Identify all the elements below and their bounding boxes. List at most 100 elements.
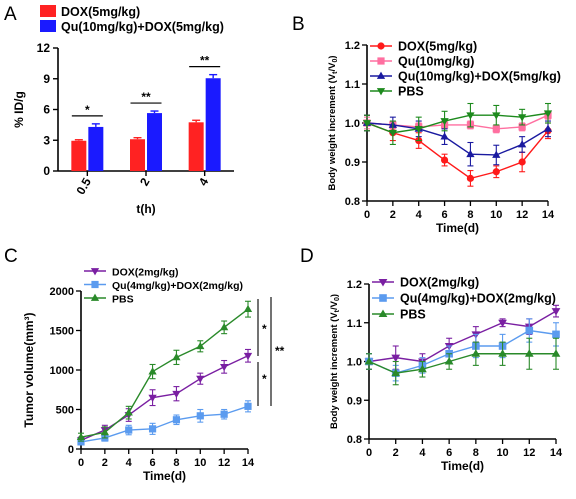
x-tick-label: 2 xyxy=(137,175,153,188)
data-point xyxy=(243,352,253,361)
bar xyxy=(147,113,162,171)
x-tick-label: 4 xyxy=(126,457,133,469)
data-point xyxy=(492,125,500,133)
x-tick-label: 8 xyxy=(173,457,179,469)
x-tick-label: 10 xyxy=(496,447,508,459)
legend-label: PBS xyxy=(112,294,134,306)
x-tick-label: 4 xyxy=(416,209,423,221)
y-tick-label: 500 xyxy=(56,405,74,417)
x-tick-label: 4 xyxy=(419,447,426,459)
bar xyxy=(130,139,145,171)
y-tick-label: 0.9 xyxy=(345,157,360,169)
x-tick-label: 6 xyxy=(446,447,452,459)
y-tick-label: 6 xyxy=(43,103,50,117)
x-tick-label: 0 xyxy=(366,447,372,459)
significance-mark: * xyxy=(85,103,90,117)
y-tick-label: 1.1 xyxy=(347,318,362,330)
y-tick-label: 12 xyxy=(37,41,51,55)
legend-label: DOX(5mg/kg) xyxy=(398,40,477,54)
legend-marker xyxy=(376,88,386,96)
data-point xyxy=(388,129,397,138)
x-tick-label: 0.5 xyxy=(73,175,94,197)
chart-a: 0 3 6 9 12 0.5 * 2 ** 4 ** t(h) % ID/g DOX(5mg/kg)Qu(… xyxy=(12,5,234,216)
y-tick-label: 1.2 xyxy=(347,279,362,291)
data-point xyxy=(524,349,534,357)
legend-label: DOX(5mg/kg) xyxy=(61,5,140,19)
x-tick-label: 12 xyxy=(523,447,535,459)
series-line xyxy=(80,405,249,443)
y-tick-label: 0 xyxy=(43,164,50,178)
legend-marker xyxy=(377,57,385,65)
y-axis-title: Body weight increment (Vt/V0) xyxy=(327,55,339,190)
data-point xyxy=(518,123,526,131)
y-tick-label: 3 xyxy=(43,133,50,147)
data-point xyxy=(243,304,253,313)
y-tick-label: 1.2 xyxy=(345,40,360,52)
significance-mark: ** xyxy=(141,90,151,104)
data-point xyxy=(440,156,449,164)
x-tick-label: 4 xyxy=(196,175,212,188)
y-tick-label: 9 xyxy=(43,72,50,86)
data-point xyxy=(518,140,527,148)
y-tick-label: 1.1 xyxy=(345,79,360,91)
x-tick-label: 2 xyxy=(390,209,396,221)
data-point xyxy=(492,150,501,158)
data-point xyxy=(362,120,372,128)
y-tick-label: 1000 xyxy=(50,365,74,377)
legend-label: DOX(2mg/kg) xyxy=(112,267,179,279)
legend-marker xyxy=(378,278,388,287)
series-line xyxy=(366,122,549,180)
x-axis-title: t(h) xyxy=(136,202,155,216)
x-tick-label: 0 xyxy=(364,209,370,221)
x-axis-title: Time(d) xyxy=(436,221,479,235)
data-point xyxy=(125,426,133,434)
data-point xyxy=(525,326,534,335)
data-point xyxy=(466,174,475,182)
data-point xyxy=(414,125,423,134)
x-tick-label: 0 xyxy=(78,457,84,469)
legend-marker xyxy=(90,268,100,276)
legend-marker xyxy=(377,42,385,50)
data-point xyxy=(100,428,109,436)
x-tick-label: 12 xyxy=(516,209,528,221)
x-tick-label: 10 xyxy=(194,457,206,469)
data-point xyxy=(148,367,157,375)
data-point xyxy=(124,408,133,416)
chart-c: 0 500 1000 1500 2000 0 2 4 6 8 10 12 14 Time(d) Tumor … xyxy=(22,267,285,484)
legend-marker xyxy=(378,309,388,318)
data-point xyxy=(364,356,374,365)
series-line xyxy=(80,308,249,438)
legend-swatch xyxy=(40,20,56,32)
y-tick-label: 2000 xyxy=(50,286,74,298)
data-point xyxy=(196,375,205,384)
y-tick-label: 0.8 xyxy=(345,196,360,208)
data-point xyxy=(244,402,252,410)
y-tick-label: 0.8 xyxy=(347,434,362,446)
legend-label: Qu(10mg/kg)+DOX(5mg/kg) xyxy=(61,20,224,34)
data-point xyxy=(518,158,526,166)
bar xyxy=(71,140,87,171)
y-tick-label: 1500 xyxy=(50,326,74,338)
y-axis-title: % ID/g xyxy=(12,91,26,128)
y-tick-label: 0.9 xyxy=(347,395,362,407)
y-axis-title: Tumor volume(mm³) xyxy=(22,312,36,427)
legend-marker xyxy=(376,71,386,79)
legend-marker xyxy=(90,293,100,301)
bar xyxy=(88,126,104,171)
series-line xyxy=(366,112,549,134)
data-point xyxy=(220,363,229,372)
data-point xyxy=(466,112,475,120)
data-point xyxy=(148,425,157,433)
series-line xyxy=(366,122,549,156)
data-point xyxy=(148,394,157,402)
data-point xyxy=(76,432,86,441)
x-axis-title: Time(d) xyxy=(143,469,186,483)
series-line xyxy=(368,353,556,374)
data-point xyxy=(172,390,181,399)
data-point xyxy=(440,132,449,140)
y-tick-label: 0 xyxy=(68,444,74,456)
x-tick-label: 8 xyxy=(473,447,479,459)
data-point xyxy=(77,438,85,446)
data-point xyxy=(551,308,561,316)
